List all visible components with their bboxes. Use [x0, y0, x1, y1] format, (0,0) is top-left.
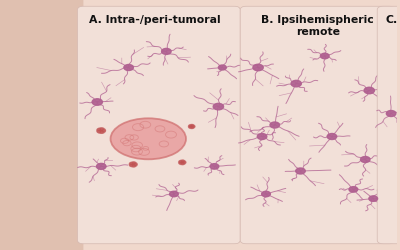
Circle shape [181, 162, 184, 164]
Circle shape [213, 103, 224, 110]
Circle shape [124, 64, 134, 70]
FancyBboxPatch shape [0, 0, 83, 250]
Circle shape [162, 48, 171, 54]
Circle shape [349, 187, 358, 192]
Circle shape [183, 162, 186, 163]
Circle shape [192, 126, 195, 127]
Circle shape [218, 65, 226, 70]
Circle shape [102, 130, 105, 132]
Text: C.: C. [385, 15, 397, 25]
Circle shape [320, 53, 329, 59]
Circle shape [291, 80, 301, 87]
Circle shape [179, 161, 182, 162]
Circle shape [327, 134, 337, 140]
Circle shape [170, 191, 178, 197]
Circle shape [97, 128, 101, 131]
Circle shape [179, 162, 182, 164]
Circle shape [191, 124, 194, 126]
Circle shape [360, 156, 370, 162]
Circle shape [188, 124, 195, 128]
Circle shape [96, 164, 106, 170]
Text: A. Intra-/peri-tumoral: A. Intra-/peri-tumoral [89, 15, 221, 25]
Circle shape [132, 162, 136, 164]
Circle shape [132, 165, 136, 167]
Circle shape [253, 64, 263, 71]
Circle shape [181, 160, 184, 162]
Circle shape [270, 122, 280, 128]
Text: B. Ipsihemispheric
remote: B. Ipsihemispheric remote [261, 15, 374, 36]
Circle shape [97, 130, 101, 133]
Circle shape [364, 87, 374, 94]
Circle shape [100, 128, 104, 130]
Circle shape [189, 126, 192, 128]
Circle shape [134, 164, 137, 166]
Circle shape [100, 131, 104, 133]
Circle shape [130, 162, 133, 165]
FancyBboxPatch shape [78, 6, 240, 244]
Circle shape [191, 127, 194, 128]
Circle shape [369, 196, 378, 201]
Circle shape [97, 128, 106, 133]
Circle shape [262, 191, 270, 197]
Circle shape [210, 164, 219, 169]
Ellipse shape [110, 118, 186, 159]
Circle shape [92, 99, 102, 105]
FancyBboxPatch shape [240, 6, 395, 244]
Circle shape [129, 162, 137, 167]
FancyBboxPatch shape [377, 6, 400, 244]
Circle shape [257, 134, 267, 140]
Circle shape [296, 168, 305, 174]
Circle shape [189, 125, 192, 127]
Circle shape [179, 160, 186, 164]
Circle shape [386, 110, 396, 116]
Circle shape [130, 164, 133, 166]
